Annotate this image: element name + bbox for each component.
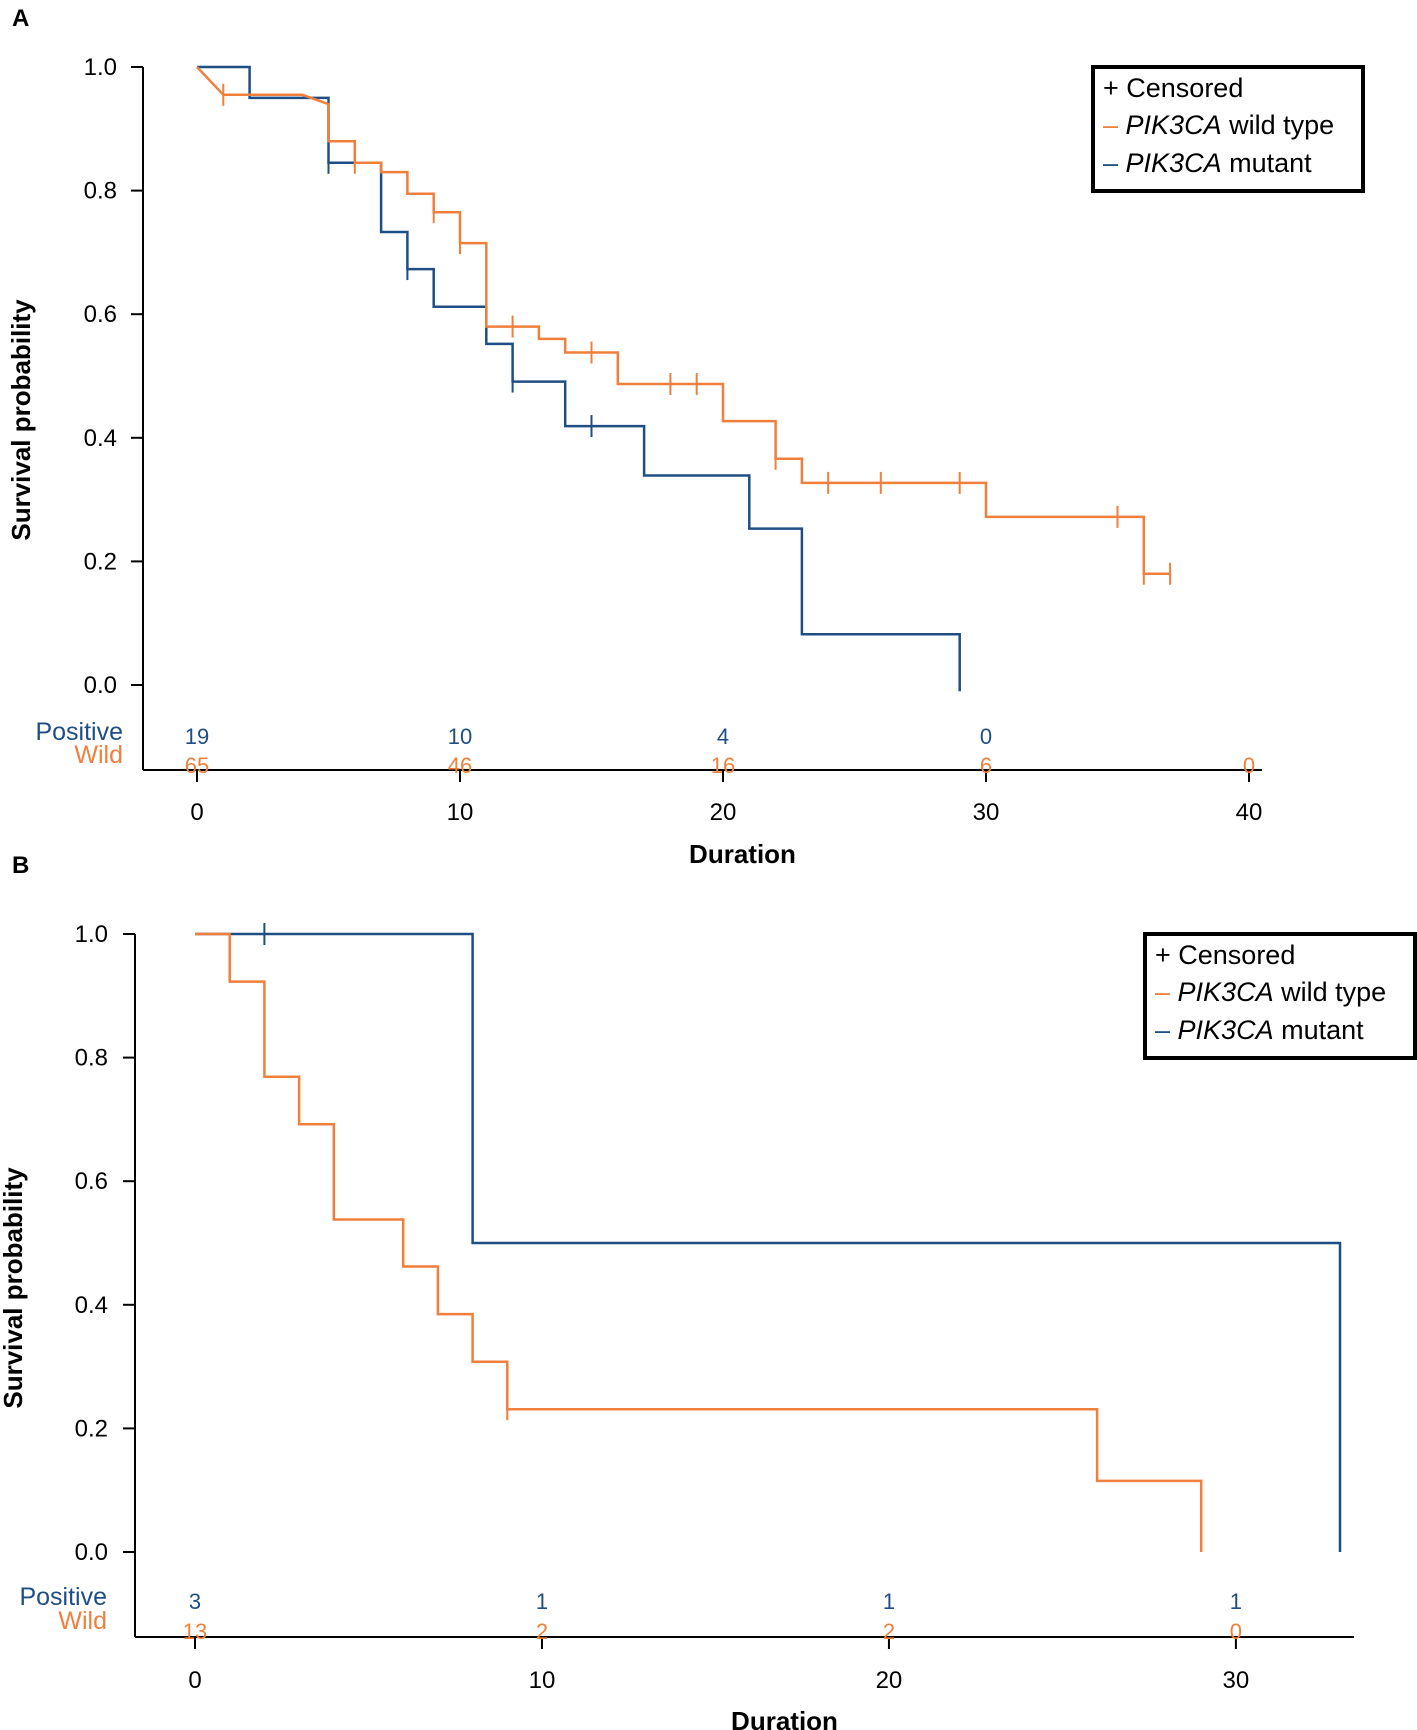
survival-curve-wild [196,66,1171,576]
y-tick-label: 0.6 [84,301,117,328]
x-axis-title: Duration [731,1706,838,1730]
risk-count-wild: 2 [883,1619,895,1644]
panel-letter-b: B [12,852,29,879]
y-tick-label: 0.4 [84,425,117,452]
legend: + Censored – PIK3CA wild type – PIK3CA mut… [1091,65,1365,193]
risk-count-positive: 1 [536,1589,548,1614]
x-tick-label: 20 [876,1667,903,1694]
y-tick-label: 0.0 [75,1539,108,1566]
survival-curve-mutant [197,65,961,692]
risk-count-wild: 65 [185,753,209,778]
legend-wild-type: – PIK3CA wild type [1103,110,1334,140]
y-axis-title: Survival probability [0,1167,28,1409]
chart-panel-a: 0.00.20.40.60.81.00 10 20 30 40DurationSurvi… [6,54,1365,869]
y-tick-label: 1.0 [75,921,108,948]
risk-count-positive: 4 [717,724,729,749]
x-tick-label: 30 [1223,1667,1250,1694]
y-tick-label: 0.8 [84,178,117,205]
panel-letter-a: A [12,5,29,32]
legend-censored: + Censored [1155,940,1295,970]
y-tick-label: 0.2 [75,1415,108,1442]
risk-label-positive: Positive [35,718,123,746]
y-tick-label: 0.8 [75,1045,108,1072]
survival-curve-wild [195,932,1203,1552]
risk-count-positive: 1 [1230,1589,1242,1614]
y-axis-title: Survival probability [6,299,36,541]
x-tick-label: 20 [710,799,737,826]
y-tick-label: 1.0 [84,54,117,81]
risk-label-wild: Wild [74,741,123,769]
chart-panel-b: 0.00.20.40.60.81.00 10 20 30DurationSurviva… [0,921,1417,1730]
x-axis-title: Duration [689,839,796,869]
risk-count-wild: 6 [980,753,992,778]
risk-count-positive: 3 [189,1589,201,1614]
survival-curve-mutant [195,932,1342,1552]
risk-count-wild: 2 [536,1619,548,1644]
legend-wild-type: – PIK3CA wild type [1155,977,1386,1007]
legend-box [1091,65,1365,193]
x-tick-label: 10 [529,1667,556,1694]
risk-count-wild: 13 [183,1619,207,1644]
legend: + Censored – PIK3CA wild type – PIK3CA mut… [1143,932,1417,1060]
risk-count-positive: 10 [448,724,472,749]
risk-label-positive: Positive [19,1583,107,1611]
x-tick-label: 30 [973,799,1000,826]
risk-count-wild: 0 [1230,1619,1242,1644]
risk-count-positive: 19 [185,724,209,749]
risk-count-wild: 16 [711,753,735,778]
x-tick-label: 40 [1236,799,1263,826]
risk-label-wild: Wild [58,1607,107,1635]
y-tick-label: 0.6 [75,1168,108,1195]
x-tick-label: 0 [190,799,203,826]
y-tick-label: 0.4 [75,1292,108,1319]
legend-censored: + Censored [1103,73,1243,103]
legend-box [1143,932,1417,1060]
risk-count-positive: 0 [980,724,992,749]
risk-count-wild: 46 [448,753,472,778]
legend-mutant: – PIK3CA mutant [1103,148,1312,178]
risk-count-wild: 0 [1243,753,1255,778]
y-tick-label: 0.0 [84,672,117,699]
x-tick-label: 10 [447,799,474,826]
legend-mutant: – PIK3CA mutant [1155,1015,1364,1045]
y-tick-label: 0.2 [84,548,117,575]
risk-count-positive: 1 [883,1589,895,1614]
x-tick-label: 0 [188,1667,201,1694]
